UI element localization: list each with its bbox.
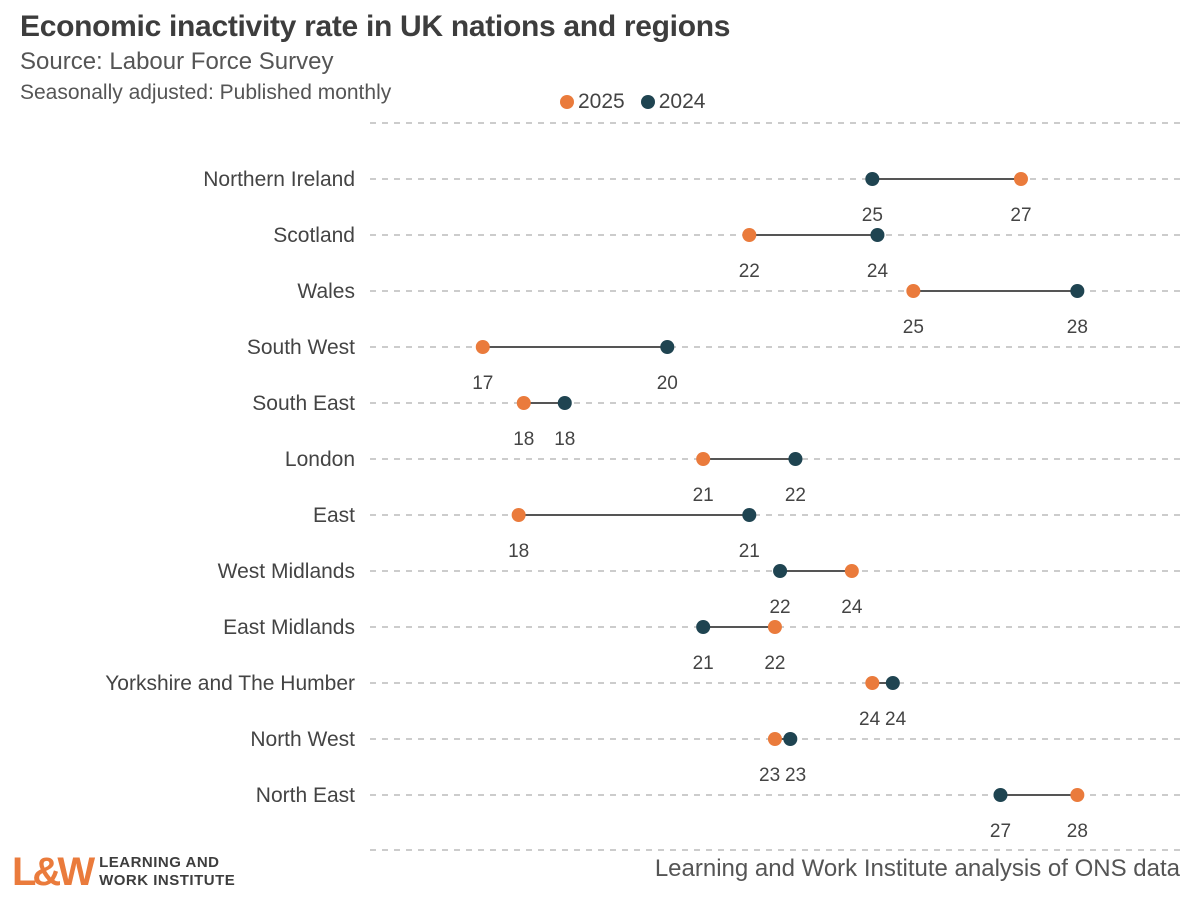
chart-subtitle-secondary: Seasonally adjusted: Published monthly bbox=[20, 81, 392, 104]
point-2024-east-midlands bbox=[696, 620, 711, 634]
logo-mark: L&W bbox=[12, 850, 95, 894]
category-label-south-west: South West bbox=[247, 336, 355, 359]
point-2025-northern-ireland bbox=[1013, 172, 1028, 186]
value-label-2025-east-midlands: 22 bbox=[764, 653, 785, 674]
value-label-2025-london: 21 bbox=[693, 485, 714, 506]
value-label-2025-east: 18 bbox=[508, 541, 529, 562]
value-label-2024-south-east: 18 bbox=[554, 429, 575, 450]
point-2024-east bbox=[742, 508, 757, 522]
point-2024-yorkshire-and-the-humber bbox=[885, 676, 900, 690]
point-2025-south-east bbox=[516, 396, 531, 410]
value-label-2024-northern-ireland: 25 bbox=[862, 205, 883, 226]
legend-item-2025: 2025 bbox=[560, 90, 625, 114]
point-2025-east-midlands bbox=[767, 620, 782, 634]
label-layer: Northern Ireland 27 25 Scotland 22 24 Wales 25 2… bbox=[105, 168, 1088, 842]
category-label-yorkshire-and-the-humber: Yorkshire and The Humber bbox=[105, 672, 355, 695]
point-2025-west-midlands bbox=[844, 564, 859, 578]
legend-swatch-2024 bbox=[640, 95, 655, 109]
value-label-2024-north-east: 27 bbox=[990, 821, 1011, 842]
source-note: Learning and Work Institute analysis of … bbox=[654, 855, 1180, 882]
category-label-wales: Wales bbox=[297, 280, 355, 303]
value-label-2024-west-midlands: 22 bbox=[769, 597, 790, 618]
value-label-2025-yorkshire-and-the-humber: 24 bbox=[859, 709, 881, 730]
point-2025-south-west bbox=[475, 340, 490, 354]
value-label-2024-scotland: 24 bbox=[867, 261, 889, 282]
point-2024-scotland bbox=[870, 228, 885, 242]
value-label-2025-north-west: 23 bbox=[759, 765, 780, 786]
point-2024-south-west bbox=[660, 340, 675, 354]
category-label-northern-ireland: Northern Ireland bbox=[203, 168, 355, 191]
value-label-2024-north-west: 23 bbox=[785, 765, 806, 786]
point-2024-wales bbox=[1070, 284, 1085, 298]
category-label-east-midlands: East Midlands bbox=[223, 616, 355, 639]
point-2025-yorkshire-and-the-humber bbox=[865, 676, 880, 690]
point-2025-wales bbox=[906, 284, 921, 298]
value-label-2024-east: 21 bbox=[739, 541, 760, 562]
logo-line-2: WORK INSTITUTE bbox=[99, 872, 236, 889]
point-2024-north-east bbox=[993, 788, 1008, 802]
category-label-london: London bbox=[285, 448, 355, 471]
category-label-east: East bbox=[313, 504, 355, 527]
learning-work-logo: L&W LEARNING AND WORK INSTITUTE bbox=[12, 852, 235, 892]
point-2024-northern-ireland bbox=[865, 172, 880, 186]
value-label-2024-yorkshire-and-the-humber: 24 bbox=[885, 709, 907, 730]
value-label-2025-south-east: 18 bbox=[513, 429, 534, 450]
value-label-2024-london: 22 bbox=[785, 485, 806, 506]
logo-text: LEARNING AND WORK INSTITUTE bbox=[99, 854, 235, 890]
value-label-2024-east-midlands: 21 bbox=[693, 653, 714, 674]
category-label-scotland: Scotland bbox=[273, 224, 355, 247]
chart-title: Economic inactivity rate in UK nations a… bbox=[20, 10, 731, 43]
value-label-2025-northern-ireland: 27 bbox=[1010, 205, 1031, 226]
category-label-north-east: North East bbox=[256, 784, 355, 807]
point-2025-london bbox=[696, 452, 711, 466]
point-2025-east bbox=[511, 508, 526, 522]
category-label-south-east: South East bbox=[252, 392, 355, 415]
value-label-2025-west-midlands: 24 bbox=[841, 597, 863, 618]
value-label-2024-south-west: 20 bbox=[657, 373, 678, 394]
value-label-2024-wales: 28 bbox=[1067, 317, 1088, 338]
point-2024-south-east bbox=[557, 396, 572, 410]
point-2025-scotland bbox=[742, 228, 757, 242]
legend-label-2025: 2025 bbox=[578, 90, 625, 113]
legend: 2025 2024 bbox=[560, 90, 721, 114]
logo-line-1: LEARNING AND bbox=[99, 854, 220, 871]
legend-item-2024: 2024 bbox=[640, 90, 706, 114]
point-2024-north-west bbox=[783, 732, 798, 746]
point-2024-london bbox=[788, 452, 803, 466]
value-label-2025-wales: 25 bbox=[903, 317, 924, 338]
value-label-2025-scotland: 22 bbox=[739, 261, 760, 282]
chart-subtitle: Source: Labour Force Survey bbox=[20, 48, 334, 75]
category-label-north-west: North West bbox=[250, 728, 355, 751]
point-2025-north-west bbox=[767, 732, 782, 746]
category-label-west-midlands: West Midlands bbox=[218, 560, 355, 583]
value-label-2025-south-west: 17 bbox=[472, 373, 493, 394]
point-2025-north-east bbox=[1070, 788, 1085, 802]
legend-label-2024: 2024 bbox=[658, 90, 706, 113]
point-2024-west-midlands bbox=[773, 564, 788, 578]
value-label-2025-north-east: 28 bbox=[1067, 821, 1088, 842]
legend-swatch-2025 bbox=[560, 95, 574, 109]
mark-layer bbox=[475, 172, 1085, 802]
